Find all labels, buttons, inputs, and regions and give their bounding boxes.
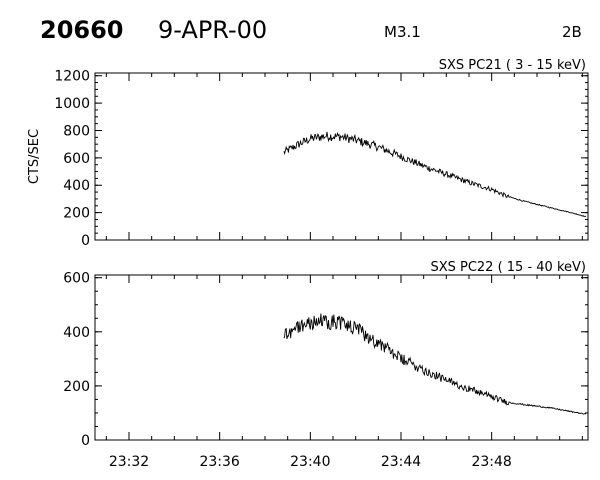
y-tick-label: 1000: [54, 96, 90, 112]
x-tick-label: 23:48: [471, 454, 511, 470]
y-tick-label: 0: [81, 233, 90, 249]
y-tick-label: 400: [63, 325, 90, 341]
y-tick-label: 200: [63, 379, 90, 395]
panel-title-1: SXS PC21 ( 3 - 15 keV): [439, 58, 586, 73]
event-number: 20660: [40, 16, 124, 44]
flare-importance: 2B: [562, 23, 582, 41]
y-tick-label: 200: [63, 206, 90, 222]
goes-class: M3.1: [384, 23, 421, 41]
event-date: 9-APR-00: [158, 16, 268, 44]
y-axis-label: CTS/SEC: [27, 129, 42, 184]
x-tick-label: 23:32: [109, 454, 149, 470]
y-tick-label: 400: [63, 178, 90, 194]
plot-frame-2: [94, 274, 589, 441]
panel-title-2: SXS PC22 ( 15 - 40 keV): [430, 260, 586, 275]
x-tick-label: 23:44: [381, 454, 421, 470]
panel-1: 0 200 400 600 800 1000 1200 SXS PC21 ( 3 - 15 k…: [27, 58, 589, 249]
y-tick-label: 600: [63, 151, 90, 167]
plot-frame-1: [94, 72, 589, 241]
x-tick-label: 23:40: [290, 454, 330, 470]
panel-2: 0 200 400 600 23:32 23:36 23:40 23:44 23:48 SXS P…: [63, 260, 589, 470]
y-tick-label: 600: [63, 271, 90, 287]
data-series-1: [283, 131, 587, 217]
y-tick-label: 1200: [54, 69, 90, 85]
data-series-2: [283, 313, 587, 415]
x-tick-label: 23:36: [199, 454, 239, 470]
y-tick-label: 800: [63, 123, 90, 139]
y-tick-label: 0: [81, 433, 90, 449]
